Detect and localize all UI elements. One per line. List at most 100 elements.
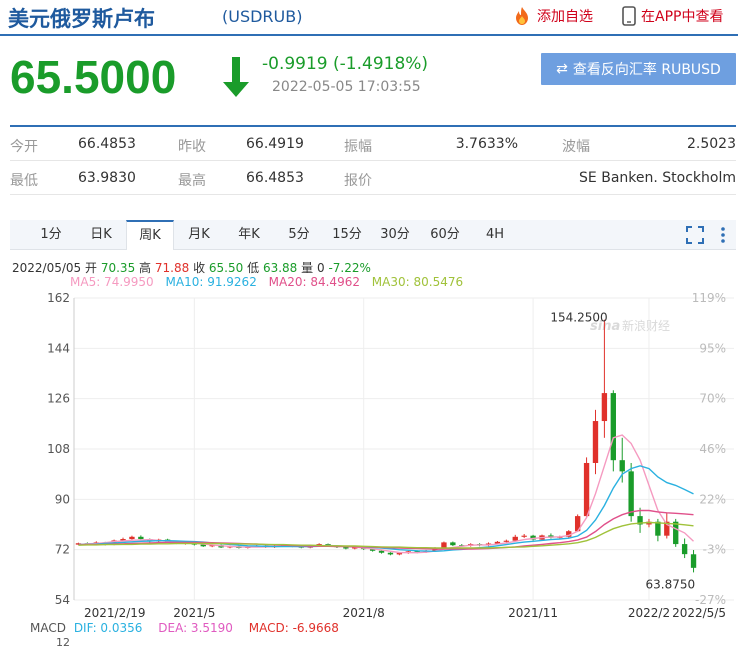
candle-body [396, 553, 403, 555]
candlestick-chart[interactable]: 162 144 126 108 90 72 54 119% 95% 70% 46% 22% -3% -2… [0, 290, 738, 630]
reverse-rate-button[interactable]: ⇄ 查看反向汇率 RUBUSD [541, 53, 736, 85]
tab-monthly[interactable]: 月K [188, 227, 210, 242]
candle-body [387, 552, 394, 555]
info-value: 63.9830 [78, 170, 136, 186]
info-row: 今开 66.4853 昨收 66.4919 振幅 3.7633% 波幅 2.50… [10, 127, 736, 161]
currency-pair-code: (USDRUB) [222, 7, 303, 26]
info-value: 66.4919 [246, 136, 304, 152]
low-label: 低 [247, 261, 260, 275]
candle-body [200, 544, 206, 547]
info-label: 报价 [344, 173, 372, 189]
x-tick-label: 2021/2/19 [84, 606, 146, 620]
close-value: 65.50 [208, 261, 244, 275]
info-value: 3.7633% [455, 136, 518, 152]
more-options-icon[interactable] [720, 226, 726, 244]
y-tick-label: 72 [55, 543, 70, 557]
candle-body [628, 471, 634, 517]
candle-body [120, 539, 126, 541]
candle-body [441, 542, 447, 548]
high-value: 71.88 [154, 261, 190, 275]
svg-text:新浪财经: 新浪财经 [622, 318, 670, 333]
price-axis: 162 144 126 108 90 72 54 [47, 291, 70, 607]
candle-body [655, 521, 661, 536]
candle-body [369, 549, 376, 551]
add-favorite-button[interactable]: 添加自选 [512, 6, 593, 26]
reverse-rate-label: 查看反向汇率 RUBUSD [572, 62, 721, 78]
phone-icon [622, 6, 636, 26]
macd-title: MACD [30, 621, 66, 635]
macd-value: MACD: -6.9668 [248, 621, 339, 635]
chart-grid [73, 297, 734, 601]
view-in-app-button[interactable]: 在APP中查看 [622, 6, 723, 26]
quote-time: 2022-05-05 17:03:55 [272, 79, 421, 95]
candle-body [610, 393, 616, 461]
max-price-label: 154.2500 [550, 311, 607, 325]
ma-legend: MA5: 74.9950 MA10: 91.9262 MA20: 84.4962… [70, 275, 471, 289]
candle-body [574, 516, 581, 532]
tab-daily[interactable]: 日K [90, 227, 112, 242]
tab-1min[interactable]: 1分 [40, 227, 62, 242]
tab-15min[interactable]: 15分 [332, 227, 362, 242]
info-label: 最高 [178, 173, 206, 189]
down-arrow-icon [223, 57, 249, 97]
candle-body [592, 421, 599, 463]
tab-5min[interactable]: 5分 [288, 227, 310, 242]
volume-value: 0 [316, 261, 325, 275]
candle-body [503, 540, 510, 542]
info-label: 昨收 [178, 139, 206, 155]
info-label: 最低 [10, 173, 38, 189]
info-label: 波幅 [562, 139, 590, 155]
current-price: 65.5000 [10, 51, 177, 103]
tab-30min[interactable]: 30分 [380, 227, 410, 242]
y-tick-label: 144 [47, 341, 70, 355]
y-tick-label: 162 [47, 291, 70, 305]
fire-icon [516, 7, 528, 25]
candle-body [664, 521, 670, 536]
open-label: 开 [85, 261, 98, 275]
price-change: -0.9919 (-1.4918%) [262, 54, 429, 74]
svg-text:sina: sina [590, 319, 620, 334]
candle-body [690, 554, 697, 568]
info-label: 振幅 [344, 139, 372, 155]
fullscreen-icon[interactable] [686, 226, 704, 244]
tab-yearly[interactable]: 年K [238, 227, 260, 242]
quote-info-table: 今开 66.4853 昨收 66.4919 振幅 3.7633% 波幅 2.50… [10, 125, 736, 195]
ma30-line [78, 521, 694, 549]
candle-body [566, 531, 572, 537]
pct-tick-label: -27% [695, 593, 726, 607]
y-tick-label: 90 [55, 492, 70, 506]
pct-tick-label: 95% [699, 341, 726, 355]
pct-tick-label: 119% [692, 291, 726, 305]
candle-body [129, 536, 135, 540]
tab-60min[interactable]: 60分 [430, 227, 460, 242]
candle-body [681, 544, 688, 555]
macd-legend: MACD DIF: 0.0356 DEA: 3.5190 MACD: -6.96… [30, 621, 351, 635]
candle-body [521, 535, 527, 537]
info-row: 最低 63.9830 最高 66.4853 报价 SE Banken. Stoc… [10, 161, 736, 195]
tab-weekly[interactable]: 周K [126, 220, 174, 250]
high-label: 高 [139, 261, 152, 275]
candle-body [530, 535, 536, 540]
percent-axis: 119% 95% 70% 46% 22% -3% -27% [692, 291, 726, 607]
candle-body [343, 547, 349, 549]
x-tick-label: 2021/8 [343, 606, 385, 620]
info-value: SE Banken. Stockholm [579, 170, 736, 186]
min-price-label: 63.8750 [646, 577, 696, 591]
sina-watermark: sina 新浪财经 [590, 318, 670, 334]
candle-body [512, 536, 518, 541]
candle-body [352, 547, 358, 549]
tab-4h[interactable]: 4H [485, 227, 505, 242]
x-tick-label: 2021/5 [173, 606, 215, 620]
candle-body [450, 542, 456, 546]
change-pct: -7.22% [328, 261, 371, 275]
pct-tick-label: -3% [703, 543, 726, 557]
chart-period-tabs: 1分 日K 周K 月K 年K 5分 15分 30分 60分 4H [10, 220, 736, 250]
volume-label: 量 [301, 261, 314, 275]
open-value: 70.35 [100, 261, 136, 275]
candle-body [414, 551, 420, 553]
candle-body [378, 550, 385, 553]
time-axis: 2021/2/19 2021/5 2021/8 2021/11 2022/2 2022/5… [84, 606, 726, 620]
macd-axis-top: 12 [56, 636, 70, 646]
candle-body [75, 543, 82, 545]
ma20-legend: MA20: 84.4962 [268, 275, 360, 289]
